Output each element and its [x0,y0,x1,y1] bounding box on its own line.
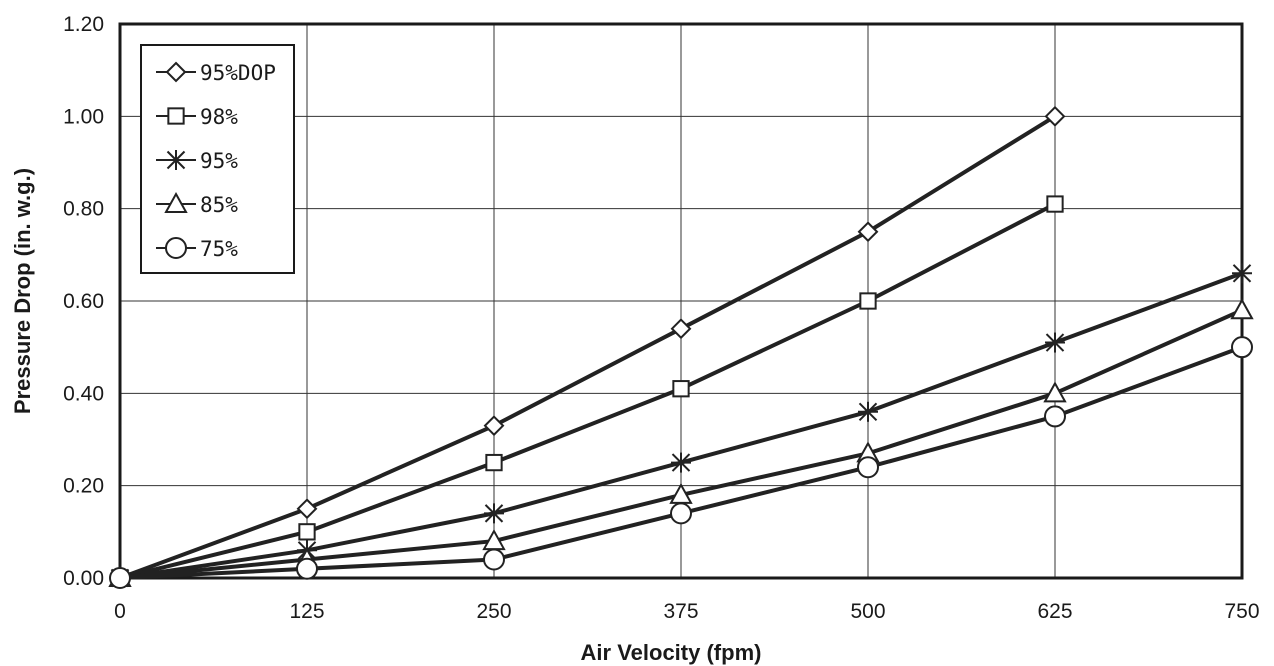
data-point-square [485,453,503,472]
legend-label: 95%DOP [200,61,276,85]
series-layer [108,105,1254,589]
y-tick-label: 0.60 [63,290,104,313]
y-tick-label: 1.20 [63,13,104,36]
data-point-triangle [1230,298,1254,320]
data-point-diamond [1044,105,1066,127]
data-point-diamond [296,498,318,520]
legend-marker-asterisk [166,150,186,170]
legend-entry: 95% [156,149,238,173]
data-point-diamond [857,221,879,243]
legend-label: 85% [200,193,238,217]
y-axis-ticks: 0.00 0.20 0.40 0.60 0.80 1.00 1.20 [63,13,104,590]
legend-entry: 98% [156,105,238,129]
series-line [119,114,1057,580]
y-tick-label: 0.00 [63,567,104,590]
legend-marker-circle [165,237,187,259]
data-point-circle [296,557,318,580]
data-point-circle [1231,336,1253,359]
data-point-square [672,380,690,398]
data-point-diamond [483,415,505,437]
x-tick-label: 125 [289,600,324,623]
legend-entry: 85% [156,191,238,217]
y-axis-title: Pressure Drop (in. w.g.) [10,168,35,414]
data-point-triangle [1043,381,1067,403]
grid [120,24,1242,578]
legend-marker-triangle [164,191,188,213]
data-point-circle [857,456,879,479]
legend: 95%DOP 98% 95% 85% 75% [140,44,295,274]
data-point-asterisk [1045,332,1065,353]
legend-marker-square [167,107,185,125]
data-point-circle [109,567,131,589]
x-tick-label: 0 [114,600,126,623]
series-75- [109,336,1253,589]
x-tick-label: 625 [1037,600,1072,623]
y-tick-label: 0.40 [63,382,104,405]
x-axis-title: Air Velocity (fpm) [581,640,762,665]
data-point-square [859,292,877,310]
data-point-circle [1044,405,1066,428]
data-point-square [1046,195,1064,213]
data-point-diamond [670,318,692,340]
data-point-square [298,523,316,541]
x-tick-label: 375 [663,600,698,623]
y-tick-label: 0.20 [63,475,104,498]
legend-marker-diamond [165,61,187,83]
legend-label: 75% [200,237,238,261]
data-point-circle [670,502,692,525]
y-tick-label: 0.80 [63,198,104,221]
x-tick-label: 500 [850,600,885,623]
legend-label: 98% [200,105,238,129]
data-point-asterisk [484,503,504,524]
legend-entry: 75% [156,237,238,261]
legend-entry: 95%DOP [156,61,276,85]
data-point-asterisk [858,401,878,422]
x-tick-label: 750 [1224,600,1259,623]
y-tick-label: 1.00 [63,105,104,128]
series-line [119,202,1056,580]
x-axis-ticks: 0 125 250 375 500 625 750 [114,600,1259,623]
data-point-circle [483,548,505,571]
data-point-asterisk [1232,263,1252,284]
x-tick-label: 250 [476,600,511,623]
legend-label: 95% [200,149,238,173]
data-point-asterisk [671,452,691,473]
